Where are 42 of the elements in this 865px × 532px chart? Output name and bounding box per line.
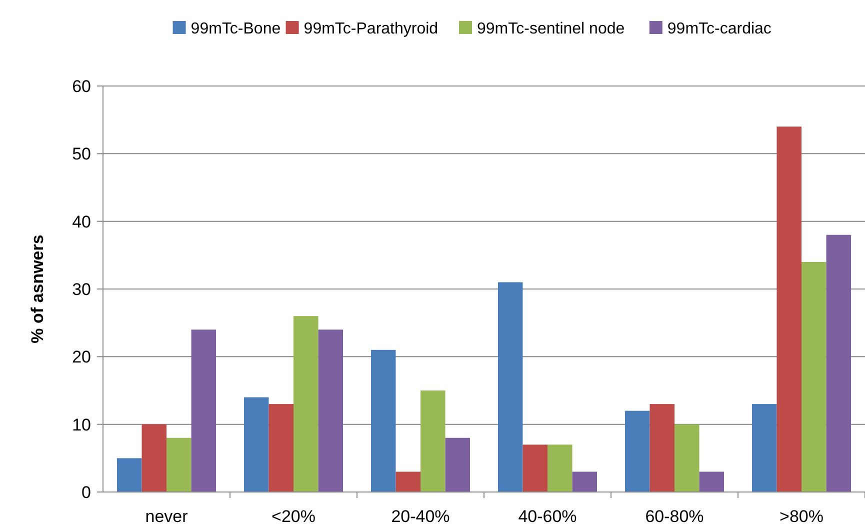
bar (142, 424, 166, 492)
x-tick-label: never (145, 507, 188, 526)
bar (294, 316, 318, 492)
bar (166, 438, 192, 492)
y-tick-label: 60 (72, 76, 91, 96)
x-tick-label: 60-80% (645, 507, 704, 526)
y-tick-label: 50 (72, 144, 91, 164)
legend-label: 99mTc-Bone (190, 20, 281, 38)
bar (802, 262, 826, 492)
y-tick-label: 30 (72, 280, 91, 299)
bar (572, 472, 598, 492)
bar (674, 424, 700, 492)
x-tick-label: 20-40% (391, 507, 450, 526)
bar (548, 444, 572, 492)
bar (370, 350, 396, 492)
bar (244, 397, 269, 492)
y-tick-label: 0 (82, 482, 91, 502)
bar (699, 472, 724, 492)
y-tick-label: 40 (72, 212, 91, 232)
bar (116, 458, 142, 492)
bar (445, 438, 470, 492)
bar (420, 390, 446, 492)
y-axis-title: % of asnwers (28, 234, 47, 344)
bar (318, 330, 344, 492)
legend-label: 99mTc-sentinel node (477, 20, 625, 38)
bar (650, 404, 674, 492)
bar (498, 282, 523, 492)
bar (522, 444, 548, 492)
bar (624, 410, 650, 492)
y-tick-label: 10 (72, 415, 91, 434)
bar (776, 126, 802, 492)
bar (396, 472, 420, 492)
x-tick-label: 40-60% (518, 507, 577, 526)
bar (826, 234, 852, 492)
bar (191, 330, 216, 492)
x-tick-label: >80% (780, 507, 824, 526)
bar (752, 404, 777, 492)
legend-label: 99mTc-Parathyroid (304, 20, 438, 38)
legend-label: 99mTc-cardiac (667, 20, 772, 38)
x-tick-label: <20% (272, 507, 316, 526)
y-tick-label: 20 (72, 348, 91, 367)
bar (268, 404, 294, 492)
